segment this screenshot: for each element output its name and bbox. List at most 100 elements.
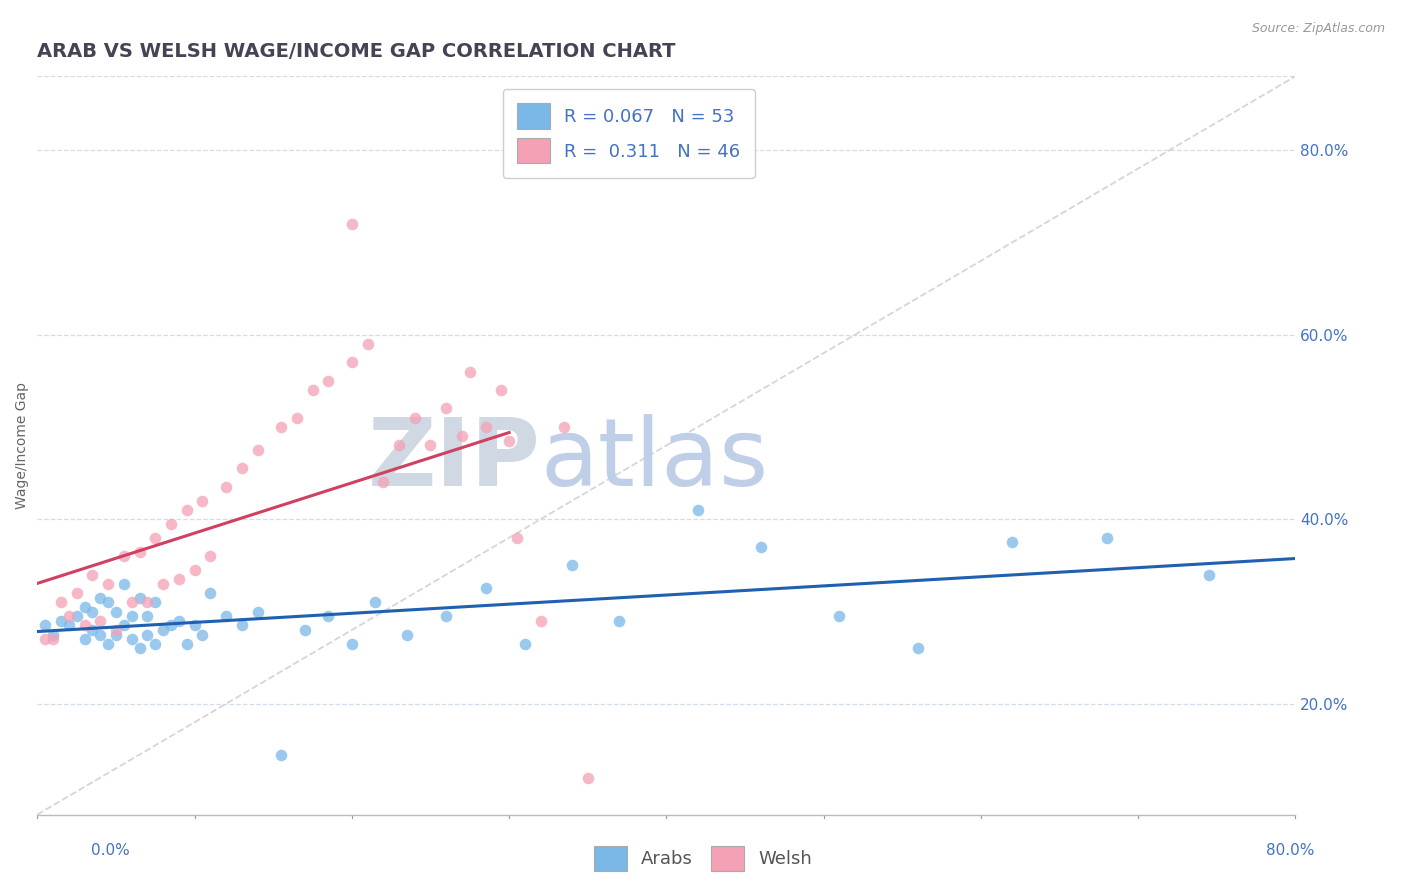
Point (42, 627, 65, 641)
Point (121, 632, 143, 647)
Point (316, 374, 339, 388)
Point (1095, 531, 1118, 545)
Point (215, 609, 238, 624)
Point (128, 544, 150, 558)
Legend: Arabs, Welsh: Arabs, Welsh (586, 838, 820, 879)
Point (167, 614, 190, 628)
Point (686, 503, 709, 517)
Point (143, 637, 166, 651)
Point (474, 582, 496, 596)
Point (907, 641, 929, 656)
Point (246, 605, 269, 619)
Point (301, 383, 323, 397)
Point (828, 609, 851, 624)
Point (82, 623, 104, 637)
Legend: R = 0.067   N = 53, R =  0.311   N = 46: R = 0.067 N = 53, R = 0.311 N = 46 (503, 89, 755, 178)
Point (513, 637, 536, 651)
Point (434, 401, 457, 416)
Point (498, 434, 520, 448)
Point (160, 618, 183, 632)
Point (136, 627, 159, 641)
Point (82, 567, 104, 582)
Point (66, 609, 89, 624)
Point (104, 605, 127, 619)
Point (183, 563, 205, 577)
Point (34, 618, 56, 632)
Point (73, 599, 96, 614)
Point (97, 595, 120, 609)
Point (143, 595, 166, 609)
Point (607, 614, 630, 628)
Point (73, 632, 96, 647)
Point (395, 627, 418, 641)
Point (1198, 567, 1220, 582)
Text: 80.0%: 80.0% (1267, 843, 1315, 858)
Point (49, 614, 72, 628)
Point (576, 771, 599, 785)
Point (191, 493, 214, 508)
Point (97, 577, 120, 591)
Point (285, 410, 308, 425)
Point (364, 595, 387, 609)
Point (388, 438, 411, 452)
Point (104, 623, 127, 637)
Point (270, 420, 292, 434)
Point (340, 637, 363, 651)
Point (191, 627, 214, 641)
Point (176, 637, 198, 651)
Point (152, 623, 174, 637)
Point (112, 549, 135, 563)
Point (316, 609, 339, 624)
Point (112, 618, 135, 632)
Point (215, 480, 238, 494)
Point (89, 627, 111, 641)
Point (167, 572, 190, 586)
Point (152, 577, 174, 591)
Point (1001, 535, 1024, 549)
Point (404, 410, 426, 425)
Point (34, 632, 56, 647)
Point (89, 614, 111, 628)
Y-axis label: Wage/Income Gap: Wage/Income Gap (15, 382, 30, 508)
Point (136, 609, 159, 624)
Text: 0.0%: 0.0% (91, 843, 131, 858)
Point (112, 577, 135, 591)
Text: ZIP: ZIP (368, 414, 540, 506)
Point (231, 461, 253, 475)
Text: ARAB VS WELSH WAGE/INCOME GAP CORRELATION CHART: ARAB VS WELSH WAGE/INCOME GAP CORRELATIO… (38, 42, 676, 61)
Point (128, 591, 150, 605)
Point (553, 420, 575, 434)
Point (451, 429, 474, 443)
Point (49, 595, 72, 609)
Point (89, 591, 111, 605)
Point (136, 595, 159, 609)
Point (42, 632, 65, 647)
Point (506, 531, 529, 545)
Point (97, 637, 120, 651)
Point (231, 618, 253, 632)
Point (419, 438, 441, 452)
Point (176, 503, 198, 517)
Point (529, 614, 551, 628)
Point (128, 641, 150, 656)
Point (58, 618, 80, 632)
Point (121, 595, 143, 609)
Point (66, 586, 89, 600)
Point (356, 336, 378, 351)
Point (58, 609, 80, 624)
Point (200, 586, 222, 600)
Point (73, 618, 96, 632)
Point (121, 609, 143, 624)
Text: Source: ZipAtlas.com: Source: ZipAtlas.com (1251, 22, 1385, 36)
Point (561, 558, 583, 573)
Point (749, 540, 772, 554)
Text: atlas: atlas (540, 414, 769, 506)
Point (340, 217, 363, 231)
Point (104, 627, 127, 641)
Point (200, 549, 222, 563)
Point (270, 747, 292, 762)
Point (434, 609, 457, 624)
Point (143, 531, 166, 545)
Point (474, 420, 496, 434)
Point (340, 355, 363, 369)
